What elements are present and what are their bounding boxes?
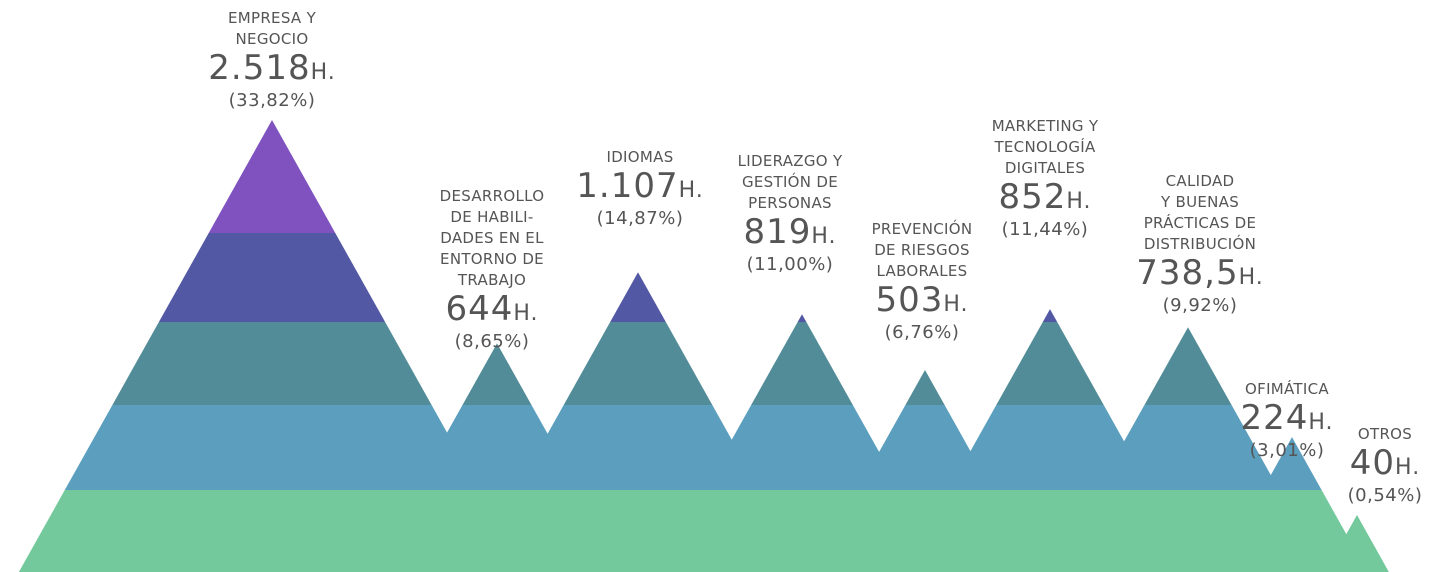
value-label: 2.518 — [208, 48, 311, 88]
unit: H. — [1238, 265, 1264, 290]
val: 819H. — [738, 214, 843, 255]
cat: OFIMÁTICA — [1245, 380, 1329, 398]
pct: (11,00%) — [746, 254, 834, 275]
value-label: 644 — [445, 289, 514, 329]
lbl: DESARROLLO DE HABILI- DADES EN EL ENTORN… — [440, 186, 545, 352]
value-label: 738,5 — [1136, 253, 1239, 293]
pct: (14,87%) — [596, 208, 684, 229]
mountain — [1325, 515, 1389, 572]
val: 738,5H. — [1136, 255, 1264, 296]
value-label: 40 — [1349, 443, 1396, 483]
mountain — [18, 120, 526, 572]
unit: H. — [943, 292, 969, 317]
cat: CALIDAD Y BUENAS PRÁCTICAS DE DISTRIBUCI… — [1143, 172, 1257, 253]
pct: (6,76%) — [884, 322, 960, 343]
unit: H. — [1308, 410, 1334, 435]
lbl: IDIOMAS 1.107H. (14,87%) — [576, 147, 704, 229]
unit: H. — [811, 224, 837, 249]
cat: IDIOMAS — [606, 148, 674, 166]
value-label: 1.107 — [576, 166, 679, 206]
unit: H. — [1395, 455, 1421, 480]
lbl: MARKETING Y TECNOLOGÍA DIGITALES 852H. (11… — [992, 116, 1099, 240]
unit: H. — [310, 60, 336, 85]
cat: PREVENCIÓN DE RIESGOS LABORALES — [871, 220, 973, 280]
lbl: EMPRESA Y NEGOCIO 2.518H. (33,82%) — [208, 8, 336, 111]
pct: (8,65%) — [454, 331, 530, 352]
pct: (0,54%) — [1347, 485, 1423, 506]
pct: (33,82%) — [228, 90, 316, 111]
cat: LIDERAZGO Y GESTIÓN DE PERSONAS — [737, 152, 843, 212]
unit: H. — [513, 301, 539, 326]
val: 2.518H. — [208, 50, 336, 91]
val: 852H. — [992, 179, 1099, 220]
value-label: 819 — [743, 212, 812, 252]
value-label: 224 — [1240, 398, 1309, 438]
cat: EMPRESA Y NEGOCIO — [227, 9, 317, 48]
lbl: OFIMÁTICA 224H. (3,01%) — [1240, 379, 1333, 461]
val: 503H. — [872, 282, 973, 323]
pct: (3,01%) — [1249, 440, 1325, 461]
value-label: 503 — [875, 280, 944, 320]
unit: H. — [1066, 189, 1092, 214]
val: 40H. — [1348, 445, 1423, 486]
lbl: PREVENCIÓN DE RIESGOS LABORALES 503H. (6,7… — [872, 219, 973, 343]
cat: OTROS — [1357, 425, 1413, 443]
lbl: LIDERAZGO Y GESTIÓN DE PERSONAS 819H. (11,… — [738, 151, 843, 275]
cat: MARKETING Y TECNOLOGÍA DIGITALES — [991, 117, 1099, 177]
mountain — [1216, 437, 1368, 572]
value-label: 852 — [998, 177, 1067, 217]
lbl: OTROS 40H. (0,54%) — [1348, 424, 1423, 506]
cat: DESARROLLO DE HABILI- DADES EN EL ENTORN… — [439, 187, 545, 289]
unit: H. — [678, 178, 704, 203]
pct: (11,44%) — [1001, 219, 1089, 240]
lbl: CALIDAD Y BUENAS PRÁCTICAS DE DISTRIBUCI… — [1136, 171, 1264, 316]
pct: (9,92%) — [1162, 295, 1238, 316]
val: 644H. — [440, 291, 545, 332]
val: 1.107H. — [576, 168, 704, 209]
val: 224H. — [1240, 400, 1333, 441]
